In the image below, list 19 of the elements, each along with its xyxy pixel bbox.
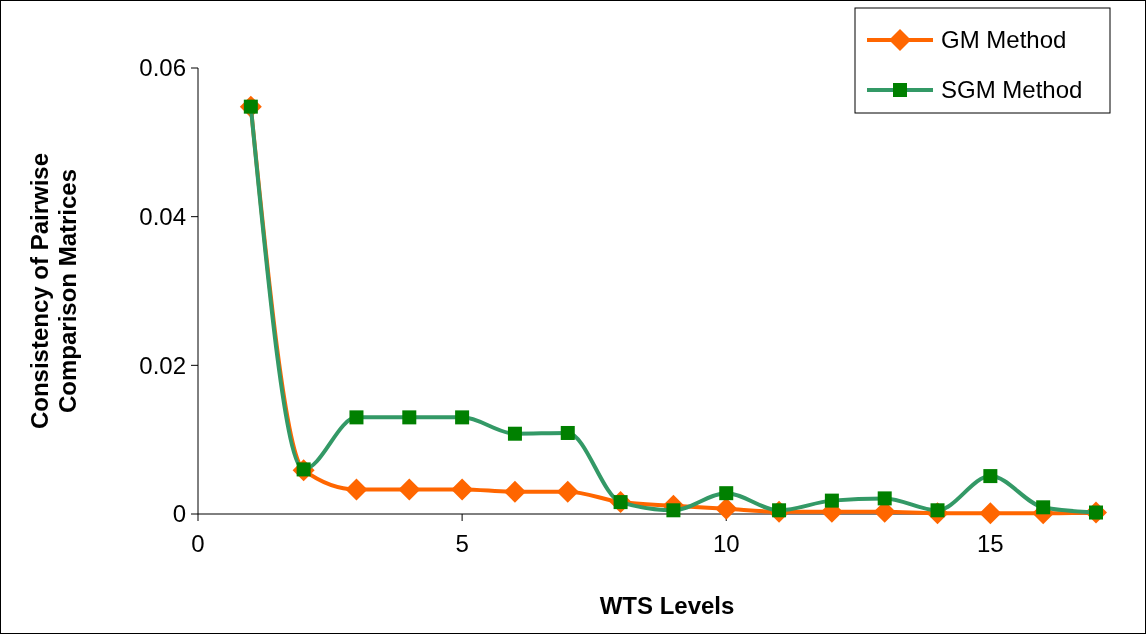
point xyxy=(398,478,421,501)
y-axis-title: Consistency of Pairwise Comparison Matrices xyxy=(25,152,82,430)
x-tick-label: 5 xyxy=(455,530,469,557)
legend-label: SGM Method xyxy=(941,76,1083,104)
point xyxy=(979,502,1002,525)
x-axis-title: WTS Levels xyxy=(599,592,735,619)
y-tick-label: 0.04 xyxy=(139,203,186,231)
x-tick-label: 0 xyxy=(191,530,205,557)
x-tick-label: 10 xyxy=(712,530,740,557)
point xyxy=(503,480,526,503)
point xyxy=(451,478,474,501)
x-tick-label: 15 xyxy=(977,530,1004,557)
point xyxy=(345,478,368,501)
y-tick-label: 0.06 xyxy=(139,54,186,82)
legend-label: GM Method xyxy=(941,26,1067,54)
point xyxy=(715,497,738,520)
y-tick-label: 0.02 xyxy=(139,351,186,379)
y-tick-label: 0 xyxy=(172,500,186,528)
point xyxy=(556,480,579,503)
